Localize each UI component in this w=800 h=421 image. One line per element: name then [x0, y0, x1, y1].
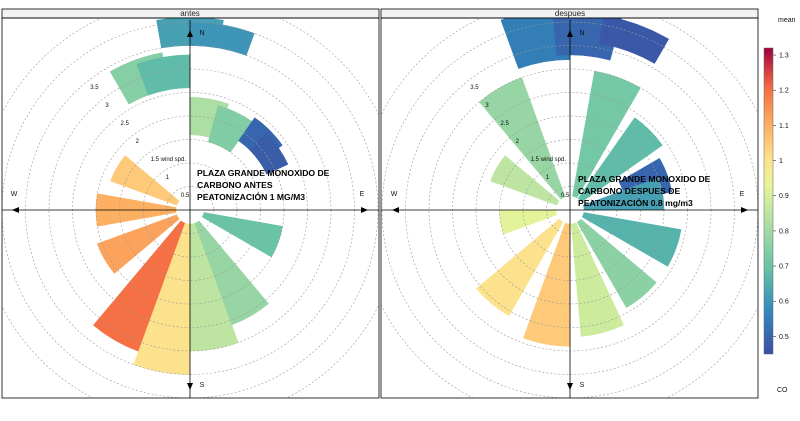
panel0-ring-label-6: 3.5 [90, 85, 99, 91]
panel0-ring-label-4: 2.5 [120, 121, 129, 127]
panel0-sector-1 [189, 21, 255, 56]
colorbar-label: CO [777, 387, 788, 394]
colorbar-tick-8: 1.3 [779, 53, 789, 60]
colorbar-tick-7: 1.2 [779, 88, 789, 95]
panel1-compass-e: E [740, 191, 745, 198]
panel0-ring-label-1: 1 [166, 175, 170, 181]
panel1-sector-0 [500, 18, 571, 69]
panel0-compass-e: E [360, 191, 365, 198]
panel1-ring-label-1: 1 [546, 175, 550, 181]
panel-left-frame [1, 17, 380, 399]
panel0-ring-9 [2, 18, 379, 398]
panel1-compass-n: N [579, 30, 584, 37]
colorbar-ticks: 0.5 0.6 0.7 0.8 0.9 1 1.1 1.2 1.3 [773, 53, 789, 341]
panel1-arrowhead-2 [392, 207, 399, 213]
panel0-sector-10 [96, 214, 180, 274]
panel1-sector-11 [523, 222, 571, 347]
colorbar-tick-4: 0.9 [779, 193, 789, 200]
panel1-sector-12 [476, 218, 564, 317]
colorbar-tick-2: 0.7 [779, 264, 789, 271]
panel1-sector-8 [581, 212, 682, 267]
panel1-arrowhead-3 [741, 207, 748, 213]
panel0-sector-11 [92, 220, 186, 352]
panel0-ring-label-5: 3 [105, 103, 109, 109]
panel0-arrowhead-0 [187, 30, 193, 37]
colorbar-title: mean [778, 17, 796, 24]
colorbar-tick-3: 0.8 [779, 228, 789, 235]
panel-left: 0.5 1 1.5 wind spd. 2 2.5 3 3.5 N S W E [2, 18, 379, 398]
panel1-ring-label-0: 0.5 [561, 193, 570, 199]
panel-left-title: antes [180, 9, 200, 18]
panel1-arrowhead-0 [567, 30, 573, 37]
panel1-compass-w: W [391, 191, 398, 198]
panel1-ring-label-4: 2.5 [500, 121, 509, 127]
panel1-compass-s: S [580, 382, 585, 389]
panel1-sector-5 [577, 117, 663, 203]
panel-right: 0.5 1 1.5 wind spd. 2 2.5 3 3.5 N S W E [381, 18, 758, 398]
colorbar-tick-1: 0.6 [779, 299, 789, 306]
panel0-arrowhead-3 [361, 207, 368, 213]
panel-right-title: despues [555, 9, 585, 18]
colorbar-tick-0: 0.5 [779, 334, 789, 341]
panel-right-frame [380, 17, 759, 399]
panel1-ring-label-5: 3 [485, 103, 489, 109]
panel0-arrowhead-2 [12, 207, 19, 213]
annotation-left: PLAZA GRANDE MONOXIDO DE CARBONO ANTES P… [197, 168, 332, 202]
panel0-compass-n: N [199, 30, 204, 37]
annotation-right: PLAZA GRANDE MONOXIDO DE CARBONO DESPUES… [578, 174, 713, 208]
panel0-sector-8 [110, 155, 180, 206]
panel0-compass-w: W [11, 191, 18, 198]
colorbar-tick-5: 1 [779, 158, 783, 165]
panel1-ring-label-2: 1.5 wind spd. [531, 157, 567, 163]
panel1-sector-9 [576, 218, 657, 309]
panel1-sector-3 [479, 77, 566, 200]
panel1-ring-label-3: 2 [516, 139, 520, 145]
panel0-ring-label-3: 2 [136, 139, 140, 145]
panel1-arrowhead-1 [567, 383, 573, 390]
panel0-compass-s: S [200, 382, 205, 389]
colorbar-tick-6: 1.1 [779, 123, 789, 130]
panel1-ring-label-6: 3.5 [470, 85, 479, 91]
panel0-sector-14 [194, 220, 269, 326]
panel1-sector-10 [570, 222, 624, 337]
panel1-sector-2 [599, 18, 670, 64]
panel0-ring-label-2: 1.5 wind spd. [151, 157, 187, 163]
panel0-sector-7 [249, 133, 289, 175]
panel0-ring-label-0: 0.5 [181, 193, 190, 199]
panel1-sector-14 [490, 155, 560, 206]
panel0-arrowhead-1 [187, 383, 193, 390]
colorbar [763, 47, 774, 355]
